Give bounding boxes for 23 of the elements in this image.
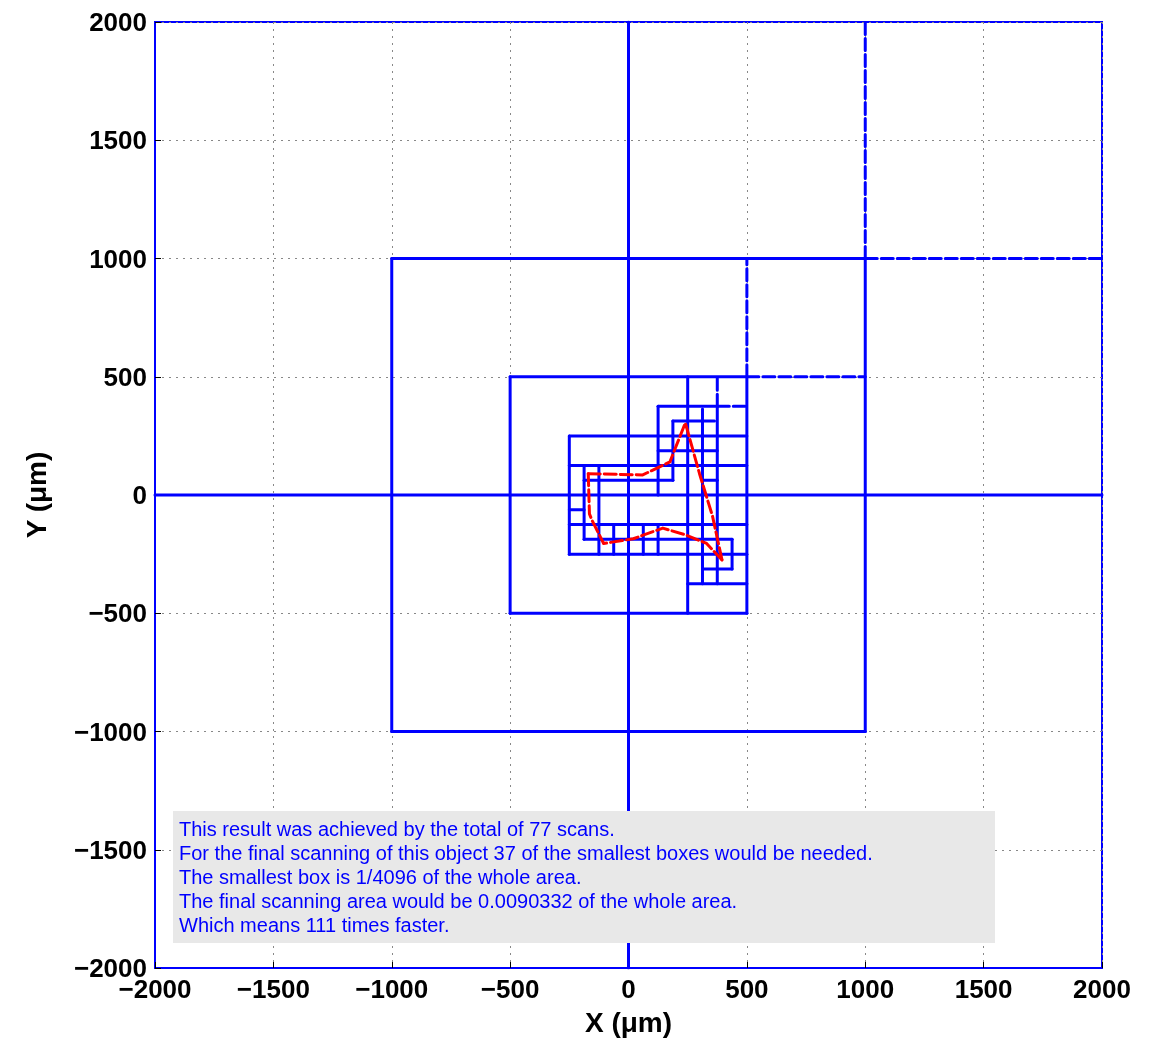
y-tick-label: 0 xyxy=(132,480,147,510)
x-tick-label: 0 xyxy=(621,974,636,1004)
y-tick-label: 2000 xyxy=(89,7,147,37)
y-tick-label: 1500 xyxy=(89,125,147,156)
x-axis-title: X (μm) xyxy=(584,1006,673,1038)
annotation: For the final scanning of this object 37 of the smallest boxes would be needed. xyxy=(179,841,874,865)
x-tick-label: 1000 xyxy=(836,974,895,1004)
y-axis-title: Y (μm) xyxy=(20,451,52,539)
x-tick-label: −1500 xyxy=(236,974,310,1004)
annotation: The smallest box is 1/4096 of the whole area. xyxy=(179,865,583,889)
y-tick-label: −1000 xyxy=(73,716,147,747)
x-tick-label: −500 xyxy=(480,974,540,1004)
annotation: The final scanning area would be 0.0090332 of the whole area. xyxy=(179,889,739,913)
y-tick-label: 1000 xyxy=(89,243,147,274)
y-tick-label: −500 xyxy=(88,598,147,629)
x-tick-label: −1000 xyxy=(355,974,429,1004)
y-tick-label: −1500 xyxy=(73,834,147,865)
x-tick-label: 500 xyxy=(725,974,769,1004)
x-tick-label: 1500 xyxy=(954,974,1013,1004)
annotation: Which means 111 times faster. xyxy=(179,913,451,937)
y-tick-label: 500 xyxy=(103,361,147,392)
x-tick-label: 2000 xyxy=(1073,974,1131,1004)
annotation: This result was achieved by the total of 77 scans. xyxy=(179,817,616,841)
